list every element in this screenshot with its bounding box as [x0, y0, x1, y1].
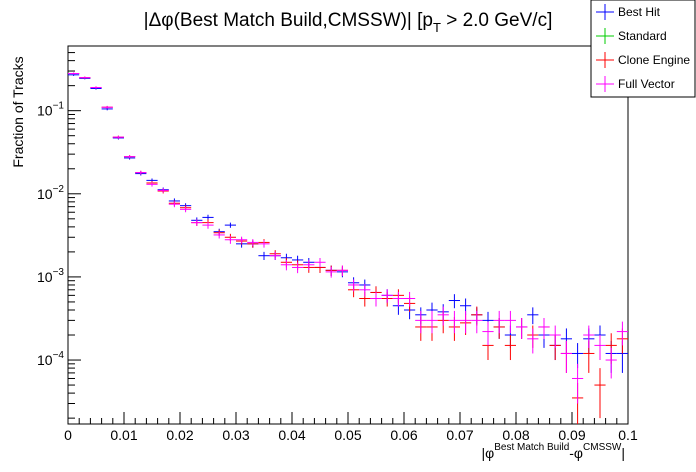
- data-point: [594, 368, 606, 419]
- x-tick-label: 0.05: [334, 427, 361, 443]
- data-point: [493, 310, 505, 334]
- y-tick-label: 10−2: [37, 184, 64, 202]
- x-tick-label: 0.02: [166, 427, 193, 443]
- data-point: [213, 231, 225, 239]
- data-point: [359, 284, 371, 297]
- data-point: [168, 201, 180, 208]
- data-point: [101, 105, 113, 109]
- legend-label-clone-engine: Clone Engine: [618, 53, 690, 67]
- legend-entry-full-vector: Full Vector: [596, 76, 675, 92]
- legend-entry-standard: Standard: [596, 28, 667, 44]
- axis-ticks: 0 0.01 0.02 0.03 0.04 0.05 0.06 0.07 0.08 0.09 0.1…: [37, 52, 638, 443]
- data-point: [292, 262, 304, 274]
- data-point: [157, 188, 169, 193]
- data-point: [572, 363, 584, 404]
- data-point: [180, 206, 192, 213]
- x-tick-label: 0.03: [222, 427, 249, 443]
- data-point: [90, 86, 102, 89]
- data-point: [124, 155, 136, 159]
- x-tick-label: 0.04: [278, 427, 305, 443]
- data-point: [504, 335, 516, 361]
- data-point: [68, 72, 80, 75]
- data-point: [79, 76, 91, 79]
- data-series: [68, 72, 628, 424]
- data-point: [280, 259, 292, 271]
- data-point: [348, 279, 360, 292]
- x-tick-label: 0: [64, 427, 72, 443]
- data-point: [191, 219, 203, 226]
- data-point: [583, 325, 595, 348]
- legend-label-best-hit: Best Hit: [618, 5, 661, 19]
- data-point: [594, 335, 606, 361]
- data-point: [314, 257, 326, 268]
- legend: Best Hit Standard Clone Engine Full Vect…: [590, 0, 696, 98]
- data-point: [325, 266, 337, 278]
- data-point: [549, 325, 561, 348]
- data-point: [303, 260, 315, 271]
- data-point: [236, 236, 248, 244]
- x-tick-label: 0.01: [110, 427, 137, 443]
- data-point: [258, 251, 270, 260]
- data-point: [146, 182, 158, 187]
- data-point: [381, 289, 393, 303]
- data-point: [448, 294, 460, 309]
- data-point: [269, 251, 281, 260]
- data-point: [112, 135, 124, 139]
- data-point: [258, 240, 270, 248]
- data-point: [135, 170, 147, 175]
- legend-entry-best-hit: Best Hit: [596, 4, 661, 20]
- x-tick-label: 0.06: [390, 427, 417, 443]
- data-point: [247, 239, 259, 247]
- data-point: [605, 347, 617, 379]
- data-point: [404, 291, 416, 307]
- y-tick-label: 10−1: [37, 101, 64, 119]
- data-point: [527, 328, 539, 354]
- y-tick-label: 10−4: [37, 350, 64, 368]
- x-tick-label: 0.1: [618, 427, 638, 443]
- data-point: [336, 265, 348, 276]
- data-point: [202, 221, 214, 229]
- data-point: [527, 307, 539, 325]
- data-point: [224, 222, 236, 228]
- data-point: [426, 310, 438, 334]
- data-point: [482, 321, 494, 346]
- data-point: [448, 310, 460, 334]
- data-point: [516, 318, 528, 339]
- data-point: [437, 306, 449, 326]
- legend-label-full-vector: Full Vector: [618, 77, 675, 91]
- y-axis-label: Fraction of Tracks: [10, 56, 26, 167]
- legend-entry-clone-engine: Clone Engine: [596, 52, 690, 68]
- x-tick-label: 0.09: [558, 427, 585, 443]
- x-tick-label: 0.07: [446, 427, 473, 443]
- y-tick-label: 10−3: [37, 267, 64, 285]
- data-point: [460, 310, 472, 334]
- data-point: [370, 291, 382, 307]
- data-point: [504, 310, 516, 334]
- legend-box: [590, 0, 696, 98]
- data-point: [471, 310, 483, 334]
- data-point: [560, 340, 572, 373]
- data-point: [224, 236, 236, 244]
- x-tick-label: 0.08: [502, 427, 529, 443]
- x-axis-label: |φBest Match Build-φCMSSW|: [482, 442, 626, 461]
- chart-title: |Δφ(Best Match Build,CMSSW)| [pT > 2.0 G…: [144, 10, 553, 35]
- data-point: [415, 310, 427, 334]
- data-point: [538, 318, 550, 339]
- data-point: [392, 291, 404, 307]
- data-point: [202, 214, 214, 221]
- series-full-vector: [68, 72, 628, 404]
- legend-label-standard: Standard: [618, 29, 667, 43]
- data-point: [616, 321, 628, 346]
